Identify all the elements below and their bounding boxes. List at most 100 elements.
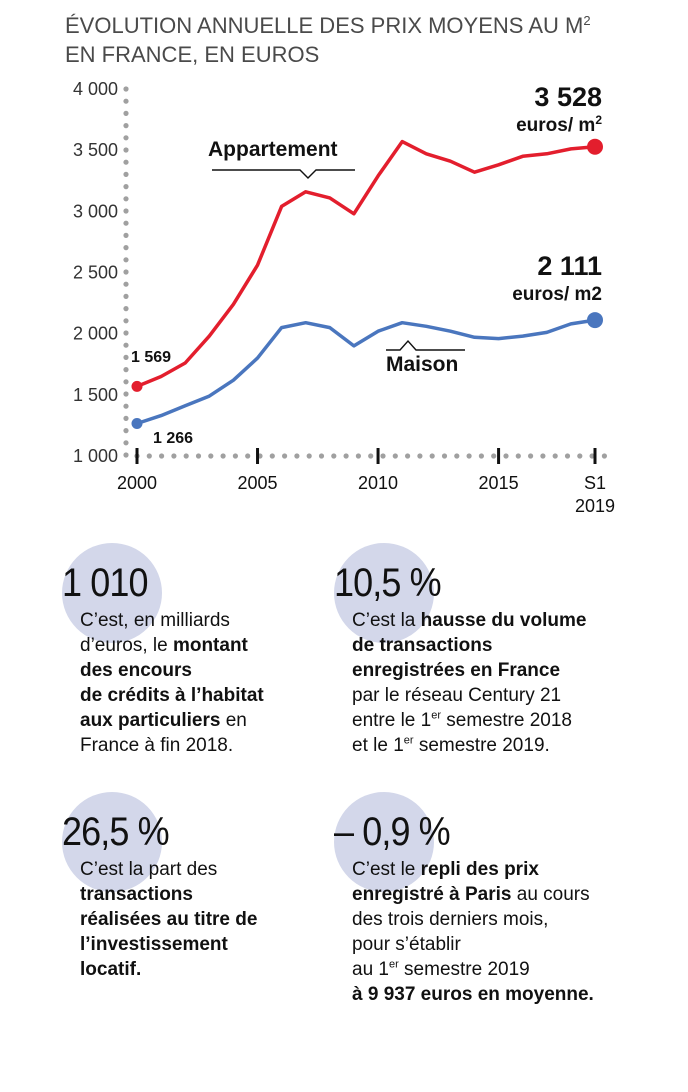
y-axis-dot [123, 428, 129, 434]
x-tick-label-sub: 2019 [575, 496, 615, 516]
x-axis-dot [491, 453, 497, 459]
x-axis-dot [220, 453, 226, 459]
y-axis-dot [123, 257, 129, 263]
x-tick-label: 2010 [358, 473, 398, 493]
series-start-point [131, 380, 143, 392]
x-axis-dot [380, 453, 386, 459]
y-axis-dot [123, 318, 129, 324]
x-axis-dot [208, 453, 214, 459]
x-axis-dot [183, 453, 189, 459]
maison-end-value: 2 111 [537, 251, 602, 281]
y-axis-dot [123, 196, 129, 202]
stat-number: 26,5 % [62, 810, 170, 854]
x-axis-dot [195, 453, 202, 459]
stat-circle [334, 543, 434, 643]
appartement-end-value: 3 528 [534, 82, 602, 112]
x-tick-label: 2005 [238, 473, 278, 493]
x-axis-dot [343, 453, 349, 459]
x-axis-dot [564, 453, 571, 459]
x-axis-dot [466, 453, 472, 459]
y-axis-dot [123, 86, 129, 92]
stat-number: 1 010 [62, 561, 148, 605]
y-tick-label: 1 000 [73, 446, 118, 466]
y-axis-dot [123, 147, 129, 153]
appartement-label: Appartement [208, 138, 338, 161]
y-tick-label: 2 000 [73, 324, 118, 344]
y-axis-dot [123, 245, 129, 251]
y-axis-dot [123, 330, 129, 336]
y-axis-dot [123, 403, 129, 409]
maison-label: Maison [386, 353, 458, 376]
x-axis-dot [515, 453, 521, 459]
x-axis-dot [318, 453, 325, 459]
x-axis-dot [552, 453, 558, 459]
x-axis-ticks: 2000 2005 2010 2015 S1 2019 [117, 448, 615, 516]
x-axis-dot [577, 453, 583, 459]
x-axis-dot [528, 453, 534, 459]
y-axis-dot [123, 293, 129, 299]
x-axis-dot [282, 453, 288, 459]
stat-text: C’est la hausse du volume de transactions… [352, 610, 587, 756]
maison-start-value: 1 266 [153, 430, 193, 447]
y-tick-label: 1 500 [73, 385, 118, 405]
y-tick-label: 2 500 [73, 263, 118, 283]
y-axis-dot [123, 354, 129, 360]
x-axis-dot [171, 453, 177, 459]
stat-number: 10,5 % [334, 561, 442, 605]
y-axis-dot [123, 98, 129, 104]
y-axis-dot [123, 306, 129, 312]
x-axis-dot [478, 453, 484, 459]
x-axis-dot [306, 453, 312, 459]
y-tick-label: 4 000 [73, 79, 118, 99]
x-axis-dot [601, 453, 608, 459]
x-axis-dot [232, 453, 238, 459]
y-axis-dot [123, 452, 129, 458]
y-axis-dot [123, 415, 129, 421]
stat-text: C’est, en milliards d’euros, le montant de… [80, 610, 264, 756]
x-axis-dot [294, 453, 300, 459]
x-axis-dot [146, 453, 152, 459]
grid-dots [123, 86, 608, 459]
y-axis-dot [123, 220, 129, 226]
price-chart: ÉVOLUTION ANNUELLE DES PRIX MOYENS AU M2… [65, 13, 615, 516]
y-axis-dot [123, 110, 129, 116]
x-axis-dot [269, 453, 275, 459]
y-axis-dot [123, 123, 129, 129]
x-axis-dot [159, 453, 165, 459]
y-axis-dot [123, 208, 129, 214]
stat-number: – 0,9 % [334, 810, 451, 854]
y-tick-label: 3 000 [73, 201, 118, 221]
stat-circle [334, 792, 434, 892]
x-axis-dot [245, 453, 251, 459]
x-axis-dot [405, 453, 411, 459]
series-start-point [131, 417, 143, 429]
y-axis-dot [123, 159, 129, 165]
y-axis-ticks: 4 000 3 500 3 000 2 500 2 000 1 500 1 000 [73, 79, 118, 466]
stat-text: C’est le repli des prix enregistré à Pari… [352, 859, 594, 1005]
appartement-bracket [212, 169, 355, 179]
x-axis-dot [540, 453, 546, 459]
x-axis-dot [355, 453, 361, 459]
x-axis-dot [429, 453, 435, 459]
x-axis-dot [454, 453, 460, 459]
chart-title-line2: EN FRANCE, EN EUROS [65, 42, 319, 67]
series-lines [131, 138, 603, 429]
y-axis-dot [123, 281, 129, 287]
y-axis-dot [123, 367, 129, 373]
chart-title: ÉVOLUTION ANNUELLE DES PRIX MOYENS AU M2 [65, 13, 591, 38]
x-axis-dot [503, 453, 509, 459]
x-tick-label: 2015 [479, 473, 519, 493]
x-axis-dot [392, 453, 398, 459]
x-axis-dot [331, 453, 337, 459]
x-axis-dot [589, 453, 595, 459]
stat-circle [62, 792, 162, 892]
y-tick-label: 3 500 [73, 140, 118, 160]
x-tick-label: 2000 [117, 473, 157, 493]
series-end-point [587, 312, 603, 329]
x-axis-dot [368, 453, 374, 459]
series-line-appartement [136, 139, 596, 389]
y-axis-dot [123, 391, 129, 397]
y-axis-dot [123, 184, 129, 190]
series-end-point [587, 138, 603, 155]
y-axis-dot [123, 232, 129, 238]
